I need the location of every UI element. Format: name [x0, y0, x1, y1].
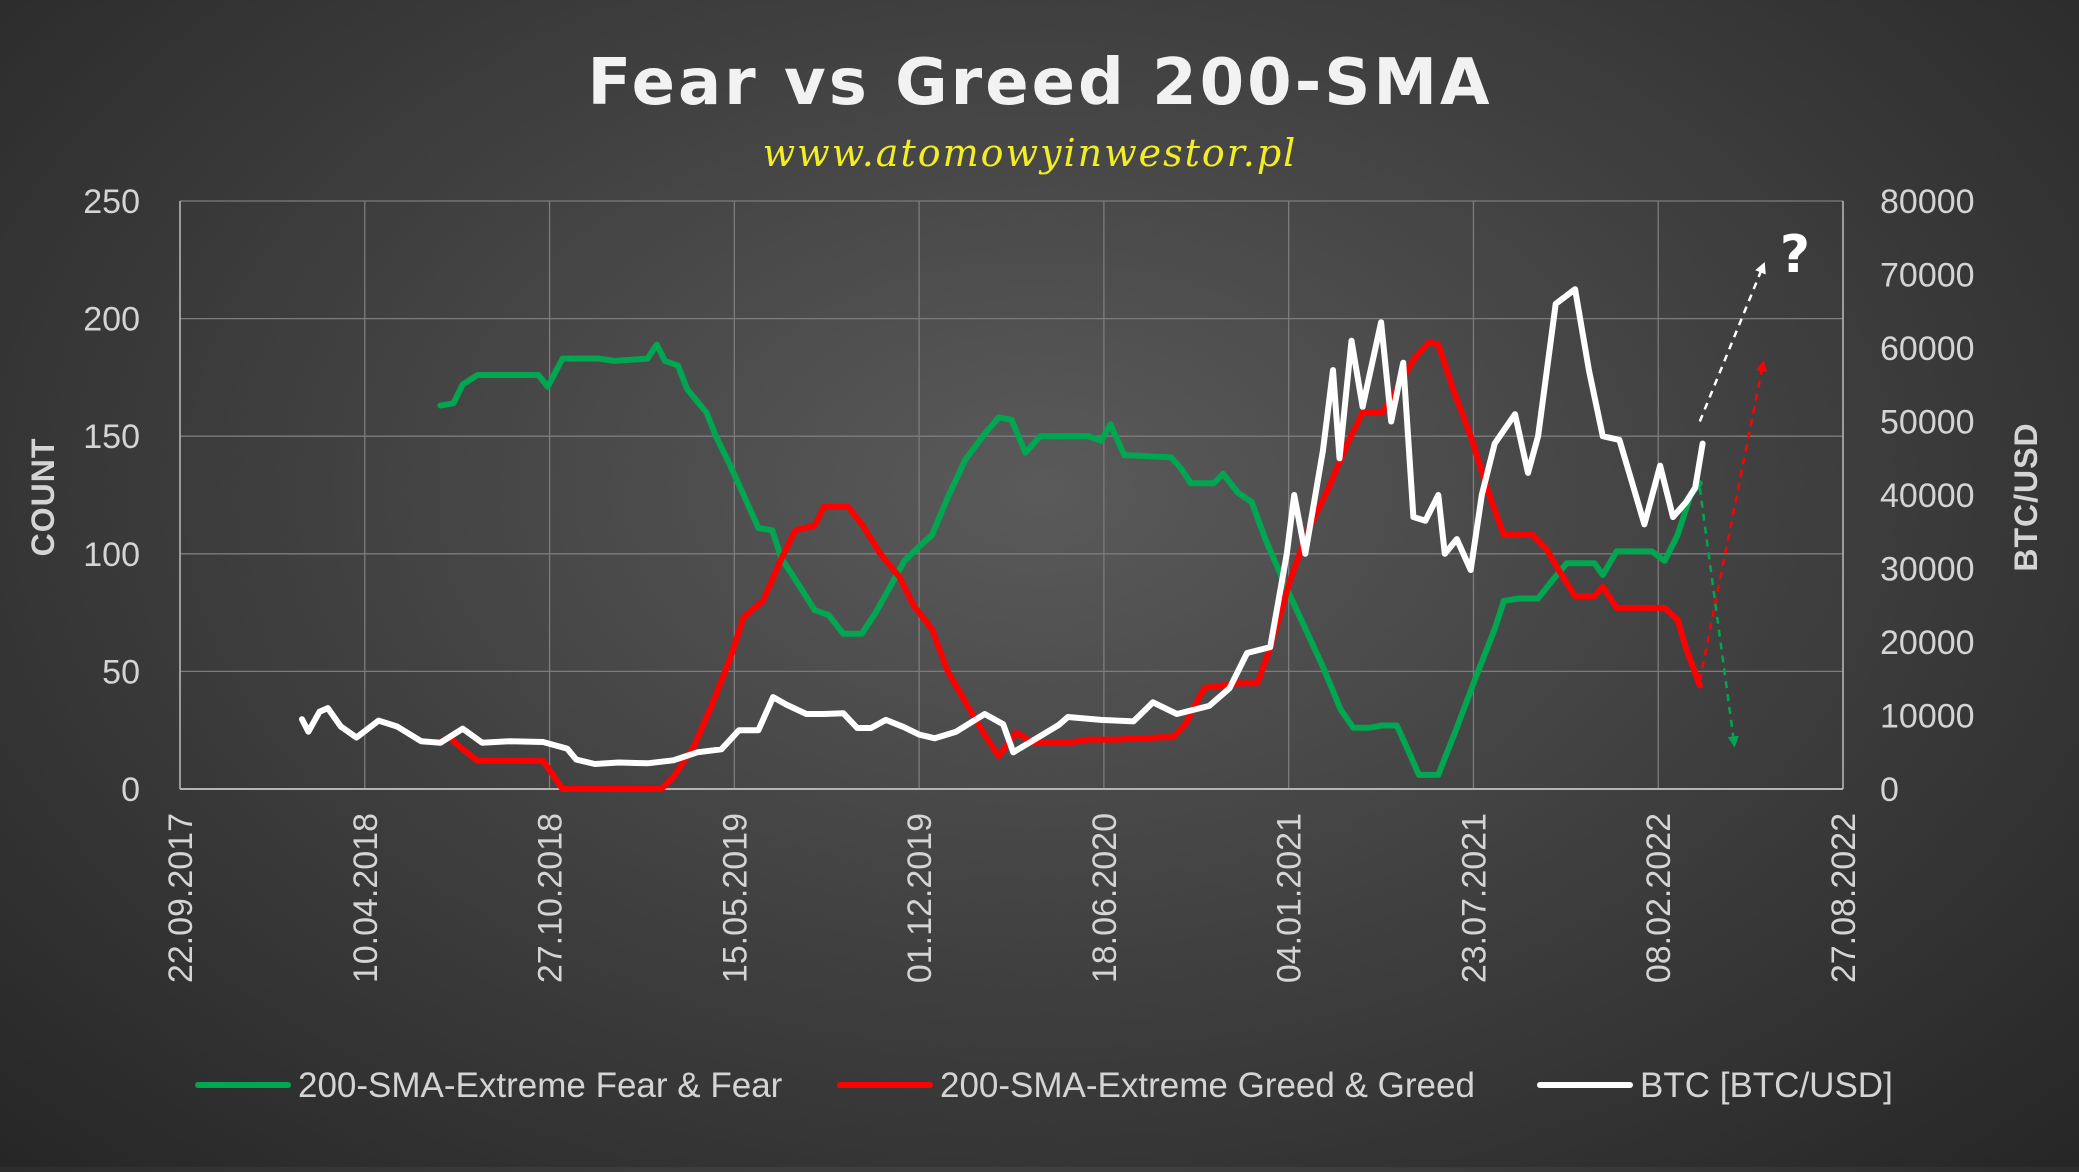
left-y-tick-label: 200 — [83, 301, 140, 339]
left-y-tick-label: 50 — [102, 653, 140, 691]
gridlines — [179, 200, 1844, 789]
left-y-ticks: 0 50 100 150 200 250 — [83, 183, 140, 809]
x-tick-label: 27.10.2018 — [532, 813, 570, 983]
series-line-btc — [299, 286, 1706, 767]
red-dashed-arrow — [1698, 360, 1768, 682]
question-mark: ? — [1780, 225, 1810, 285]
legend-greed: 200-SMA-Extreme Greed & Greed — [837, 1066, 1475, 1105]
left-y-tick-label: 100 — [83, 536, 140, 574]
right-y-tick-label: 80000 — [1880, 183, 1975, 221]
x-tick-label: 22.09.2017 — [162, 813, 200, 983]
legend-label: 200-SMA-Extreme Fear & Fear — [298, 1066, 783, 1105]
right-y-tick-label: 70000 — [1880, 257, 1975, 295]
right-y-tick-label: 0 — [1880, 771, 1899, 809]
green-dashed-arrow — [1698, 487, 1739, 748]
legend-fear: 200-SMA-Extreme Fear & Fear — [195, 1066, 783, 1105]
axes — [179, 201, 1844, 790]
x-tick-label: 23.07.2021 — [1455, 813, 1493, 983]
series-line-greed — [437, 339, 1703, 792]
annotations — [1698, 261, 1768, 748]
left-axis-label: COUNT — [25, 438, 61, 557]
right-y-tick-label: 30000 — [1880, 551, 1975, 589]
right-y-ticks: 0 10000 20000 30000 40000 50000 60000 70000 8000… — [1880, 183, 1975, 809]
x-tick-label: 08.02.2022 — [1640, 813, 1678, 983]
chart-subtitle: www.atomowyinwestor.pl — [763, 131, 1298, 175]
left-y-tick-label: 250 — [83, 183, 140, 221]
x-tick-label: 04.01.2021 — [1271, 813, 1309, 983]
white-dashed-arrow — [1698, 261, 1766, 422]
chart-title: Fear vs Greed 200-SMA — [587, 46, 1492, 120]
series-group — [299, 286, 1706, 792]
right-y-tick-label: 20000 — [1880, 624, 1975, 662]
x-tick-label: 15.05.2019 — [716, 813, 754, 983]
x-tick-label: 27.08.2022 — [1825, 813, 1863, 983]
legend-btc: BTC [BTC/USD] — [1537, 1066, 1893, 1105]
left-y-tick-label: 0 — [121, 771, 140, 809]
legend: 200-SMA-Extreme Fear & Fear 200-SMA-Extre… — [195, 1066, 1893, 1105]
legend-label: BTC [BTC/USD] — [1640, 1066, 1893, 1105]
x-tick-label: 10.04.2018 — [347, 813, 385, 983]
x-ticks: 22.09.2017 10.04.2018 27.10.2018 15.05.2019… — [162, 813, 1863, 983]
series-line-fear — [437, 341, 1703, 778]
right-y-tick-label: 40000 — [1880, 477, 1975, 515]
right-y-tick-label: 50000 — [1880, 404, 1975, 442]
right-y-tick-label: 10000 — [1880, 698, 1975, 736]
right-y-tick-label: 60000 — [1880, 330, 1975, 368]
left-y-tick-label: 150 — [83, 418, 140, 456]
right-axis-label: BTC/USD — [2008, 422, 2044, 571]
x-tick-label: 01.12.2019 — [901, 813, 939, 983]
legend-label: 200-SMA-Extreme Greed & Greed — [940, 1066, 1475, 1105]
x-tick-label: 18.06.2020 — [1086, 813, 1124, 983]
